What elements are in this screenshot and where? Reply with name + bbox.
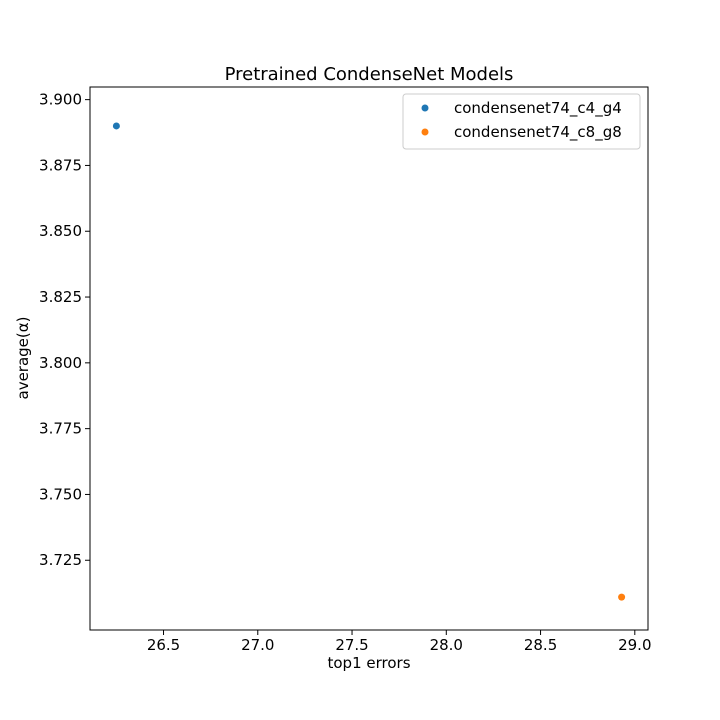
y-tick-label: 3.750 — [39, 485, 82, 503]
y-tick-label: 3.875 — [39, 156, 82, 174]
y-tick-label: 3.825 — [39, 288, 82, 306]
y-tick-label: 3.775 — [39, 420, 82, 438]
x-tick-label: 27.0 — [241, 636, 274, 654]
legend-marker-condensenet74-c8-g8 — [421, 128, 429, 136]
data-point-condensenet74-c8-g8 — [618, 593, 626, 601]
y-tick-label: 3.725 — [39, 551, 82, 569]
x-tick-label: 29.0 — [618, 636, 651, 654]
x-tick-label: 26.5 — [147, 636, 180, 654]
data-points — [112, 122, 626, 601]
x-tick-label: 27.5 — [335, 636, 368, 654]
y-tick-label: 3.900 — [39, 91, 82, 109]
data-point-condensenet74-c4-g4 — [112, 122, 120, 130]
chart-title: Pretrained CondenseNet Models — [225, 64, 514, 85]
x-tick-label: 28.5 — [524, 636, 557, 654]
y-tick-label: 3.850 — [39, 222, 82, 240]
legend-label-condensenet74-c8-g8: condensenet74_c8_g8 — [454, 123, 622, 142]
x-tick-label: 28.0 — [430, 636, 463, 654]
legend: condensenet74_c4_g4 condensenet74_c8_g8 — [402, 93, 641, 150]
legend-label-condensenet74-c4-g4: condensenet74_c4_g4 — [454, 99, 622, 118]
legend-marker-condensenet74-c4-g4 — [421, 104, 429, 112]
y-tick-label: 3.800 — [39, 354, 82, 372]
x-axis: 26.5 27.0 27.5 28.0 28.5 29.0 — [147, 630, 652, 654]
y-axis-label: average(α) — [14, 317, 32, 400]
legend-box — [402, 93, 641, 150]
x-axis-label: top1 errors — [327, 654, 410, 672]
y-axis: 3.725 3.750 3.775 3.800 3.825 3.850 3.875 3.900 — [39, 91, 90, 569]
plot-area — [89, 86, 649, 631]
